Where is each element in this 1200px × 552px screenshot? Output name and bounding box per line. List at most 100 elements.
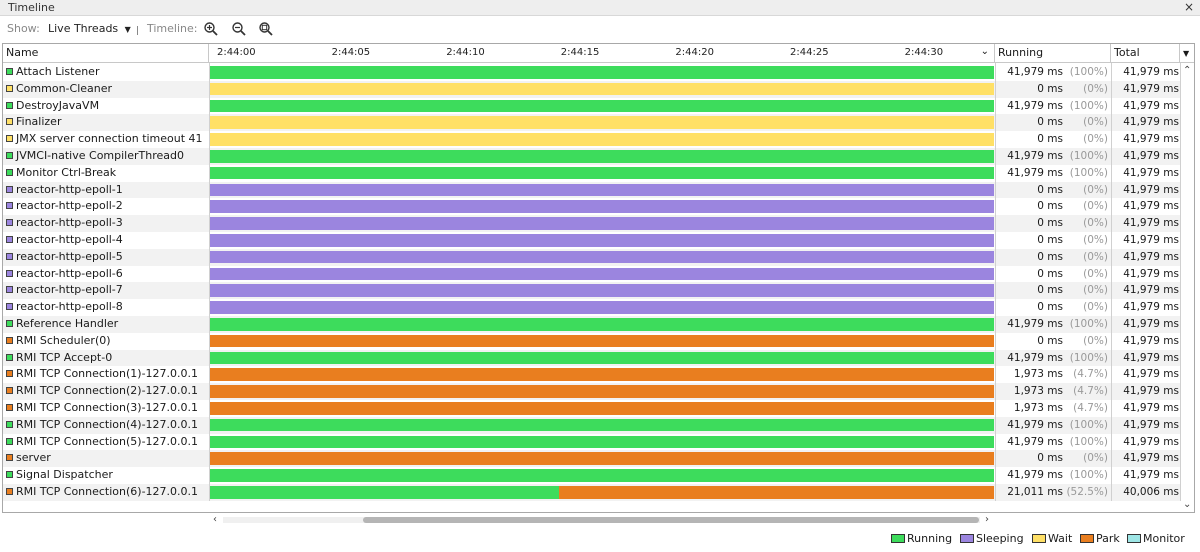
- thread-state-bar-running[interactable]: [209, 166, 994, 180]
- thread-row[interactable]: reactor-http-epoll-3 0 ms (0%) 41,979 ms: [3, 215, 1194, 232]
- thread-row[interactable]: Monitor Ctrl-Break 41,979 ms (100%) 41,979 …: [3, 165, 1194, 182]
- close-icon[interactable]: ×: [1183, 0, 1194, 14]
- scroll-down-icon[interactable]: ⌄: [1183, 499, 1192, 510]
- thread-name-cell[interactable]: reactor-http-epoll-3: [3, 215, 208, 232]
- thread-row[interactable]: RMI TCP Connection(6)-127.0.0.1 21,011 ms…: [3, 484, 1194, 501]
- thread-state-bar-sleeping[interactable]: [209, 284, 994, 297]
- thread-state-icon: [6, 286, 13, 294]
- thread-row[interactable]: reactor-http-epoll-7 0 ms (0%) 41,979 ms: [3, 282, 1194, 300]
- thread-row[interactable]: RMI TCP Accept-0 41,979 ms (100%) 41,979 ms: [3, 349, 1194, 367]
- show-select[interactable]: Live Threads ▼: [48, 22, 131, 35]
- thread-name-cell[interactable]: RMI TCP Accept-0: [3, 350, 208, 367]
- thread-name-cell[interactable]: RMI TCP Connection(1)-127.0.0.1: [3, 366, 208, 383]
- thread-name-cell[interactable]: RMI TCP Connection(2)-127.0.0.1: [3, 383, 208, 400]
- thread-row[interactable]: server 0 ms (0%) 41,979 ms: [3, 450, 1194, 468]
- thread-name-cell[interactable]: Signal Dispatcher: [3, 467, 208, 484]
- thread-state-bar-park[interactable]: [559, 486, 994, 499]
- thread-row[interactable]: reactor-http-epoll-2 0 ms (0%) 41,979 ms: [3, 198, 1194, 215]
- thread-row[interactable]: RMI TCP Connection(4)-127.0.0.1 41,979 ms…: [3, 416, 1194, 434]
- thread-row[interactable]: reactor-http-epoll-5 0 ms (0%) 41,979 ms: [3, 248, 1194, 266]
- thread-row[interactable]: reactor-http-epoll-6 0 ms (0%) 41,979 ms: [3, 266, 1194, 283]
- thread-name-cell[interactable]: server: [3, 450, 208, 467]
- vertical-scrollbar[interactable]: ⌃ ⌄: [1180, 63, 1194, 512]
- thread-state-bar-running[interactable]: [209, 351, 994, 365]
- thread-name-cell[interactable]: Monitor Ctrl-Break: [3, 165, 208, 182]
- thread-state-bar-wait[interactable]: [209, 116, 994, 129]
- thread-state-bar-sleeping[interactable]: [209, 267, 994, 281]
- thread-name-cell[interactable]: JMX server connection timeout 41: [3, 131, 208, 148]
- total-column-header[interactable]: Total: [1111, 44, 1180, 63]
- thread-row[interactable]: RMI TCP Connection(3)-127.0.0.1 1,973 ms (…: [3, 400, 1194, 417]
- thread-name-cell[interactable]: reactor-http-epoll-5: [3, 249, 208, 266]
- horizontal-scrollbar[interactable]: ‹ ›: [209, 513, 994, 527]
- thread-row[interactable]: Reference Handler 41,979 ms (100%) 41,979 m…: [3, 316, 1194, 333]
- thread-state-bar-sleeping[interactable]: [209, 217, 994, 230]
- thread-state-bar-running[interactable]: [209, 99, 994, 113]
- thread-name-cell[interactable]: RMI TCP Connection(4)-127.0.0.1: [3, 417, 208, 434]
- thread-row[interactable]: Finalizer 0 ms (0%) 41,979 ms: [3, 114, 1194, 132]
- zoom-in-icon[interactable]: [203, 21, 219, 37]
- thread-row[interactable]: reactor-http-epoll-8 0 ms (0%) 41,979 ms: [3, 299, 1194, 316]
- thread-row[interactable]: RMI TCP Connection(2)-127.0.0.1 1,973 ms (…: [3, 383, 1194, 400]
- thread-name-cell[interactable]: reactor-http-epoll-8: [3, 299, 208, 316]
- thread-name-cell[interactable]: reactor-http-epoll-1: [3, 182, 208, 199]
- thread-state-bar-wait[interactable]: [209, 82, 994, 96]
- thread-row[interactable]: Signal Dispatcher 41,979 ms (100%) 41,979 m…: [3, 467, 1194, 484]
- thread-state-bar-sleeping[interactable]: [209, 234, 994, 247]
- thread-state-bar-sleeping[interactable]: [209, 301, 994, 314]
- thread-name-cell[interactable]: reactor-http-epoll-2: [3, 198, 208, 215]
- thread-name-cell[interactable]: RMI TCP Connection(6)-127.0.0.1: [3, 484, 208, 501]
- thread-row[interactable]: RMI TCP Connection(1)-127.0.0.1 1,973 ms (…: [3, 366, 1194, 383]
- thread-row[interactable]: Common-Cleaner 0 ms (0%) 41,979 ms: [3, 80, 1194, 98]
- running-column-header[interactable]: Running: [995, 44, 1111, 63]
- thread-name-cell[interactable]: Common-Cleaner: [3, 81, 208, 98]
- thread-state-bar-running[interactable]: [209, 318, 994, 331]
- scroll-up-icon[interactable]: ⌃: [1183, 65, 1192, 76]
- timeline-column-header[interactable]: ⌄ 2:44:00 2:44:05 2:44:10 2:44:15 2:44:20 2:4…: [209, 44, 995, 63]
- thread-row[interactable]: RMI TCP Connection(5)-127.0.0.1 41,979 ms…: [3, 434, 1194, 451]
- column-menu-chevron-down-icon[interactable]: ▼: [1183, 49, 1190, 58]
- thread-name-cell[interactable]: reactor-http-epoll-7: [3, 282, 208, 299]
- thread-name-cell[interactable]: reactor-http-epoll-4: [3, 232, 208, 249]
- running-cell: 1,973 ms (4.7%): [995, 383, 1111, 400]
- thread-name-cell[interactable]: Attach Listener: [3, 64, 208, 81]
- thread-name-cell[interactable]: RMI TCP Connection(3)-127.0.0.1: [3, 400, 208, 417]
- zoom-fit-icon[interactable]: [258, 21, 274, 37]
- thread-state-bar-park[interactable]: [209, 385, 994, 398]
- scroll-left-icon[interactable]: ‹: [213, 514, 217, 525]
- thread-row[interactable]: reactor-http-epoll-4 0 ms (0%) 41,979 ms: [3, 232, 1194, 249]
- thread-state-bar-wait[interactable]: [209, 133, 994, 146]
- thread-state-bar-sleeping[interactable]: [209, 183, 994, 197]
- thread-name-cell[interactable]: Reference Handler: [3, 316, 208, 333]
- thread-row[interactable]: RMI Scheduler(0) 0 ms (0%) 41,979 ms: [3, 333, 1194, 350]
- running-time: 0 ms: [1037, 183, 1063, 196]
- thread-name-cell[interactable]: reactor-http-epoll-6: [3, 266, 208, 283]
- thread-state-bar-sleeping[interactable]: [209, 200, 994, 213]
- thread-name-cell[interactable]: DestroyJavaVM: [3, 98, 208, 115]
- thread-state-bar-running[interactable]: [209, 418, 994, 432]
- thread-state-bar-sleeping[interactable]: [209, 250, 994, 264]
- name-column-header[interactable]: Name: [3, 44, 209, 63]
- thread-row[interactable]: JVMCI-native CompilerThread0 41,979 ms (10…: [3, 148, 1194, 165]
- thread-name-cell[interactable]: RMI TCP Connection(5)-127.0.0.1: [3, 434, 208, 451]
- zoom-out-icon[interactable]: [231, 21, 247, 37]
- thread-state-bar-running[interactable]: [209, 66, 994, 79]
- thread-state-bar-park[interactable]: [209, 368, 994, 381]
- thread-state-bar-park[interactable]: [209, 334, 994, 348]
- thread-name-cell[interactable]: RMI Scheduler(0): [3, 333, 208, 350]
- thread-state-bar-park[interactable]: [209, 452, 994, 465]
- thread-row[interactable]: DestroyJavaVM 41,979 ms (100%) 41,979 ms: [3, 98, 1194, 115]
- thread-name-cell[interactable]: JVMCI-native CompilerThread0: [3, 148, 208, 165]
- thread-row[interactable]: reactor-http-epoll-1 0 ms (0%) 41,979 ms: [3, 181, 1194, 199]
- thread-state-bar-park[interactable]: [209, 402, 994, 415]
- scrollbar-thumb[interactable]: [363, 517, 979, 523]
- thread-row[interactable]: JMX server connection timeout 41 0 ms (0%)…: [3, 131, 1194, 148]
- thread-row[interactable]: Attach Listener 41,979 ms (100%) 41,979 ms: [3, 64, 1194, 81]
- thread-name-cell[interactable]: Finalizer: [3, 114, 208, 131]
- thread-state-bar-running[interactable]: [209, 469, 994, 482]
- scroll-right-icon[interactable]: ›: [985, 514, 989, 525]
- thread-state-bar-running[interactable]: [209, 486, 560, 499]
- thread-state-bar-running[interactable]: [209, 435, 994, 449]
- thread-state-bar-running[interactable]: [209, 150, 994, 163]
- timeline-header-chevron-down-icon[interactable]: ⌄: [980, 46, 989, 57]
